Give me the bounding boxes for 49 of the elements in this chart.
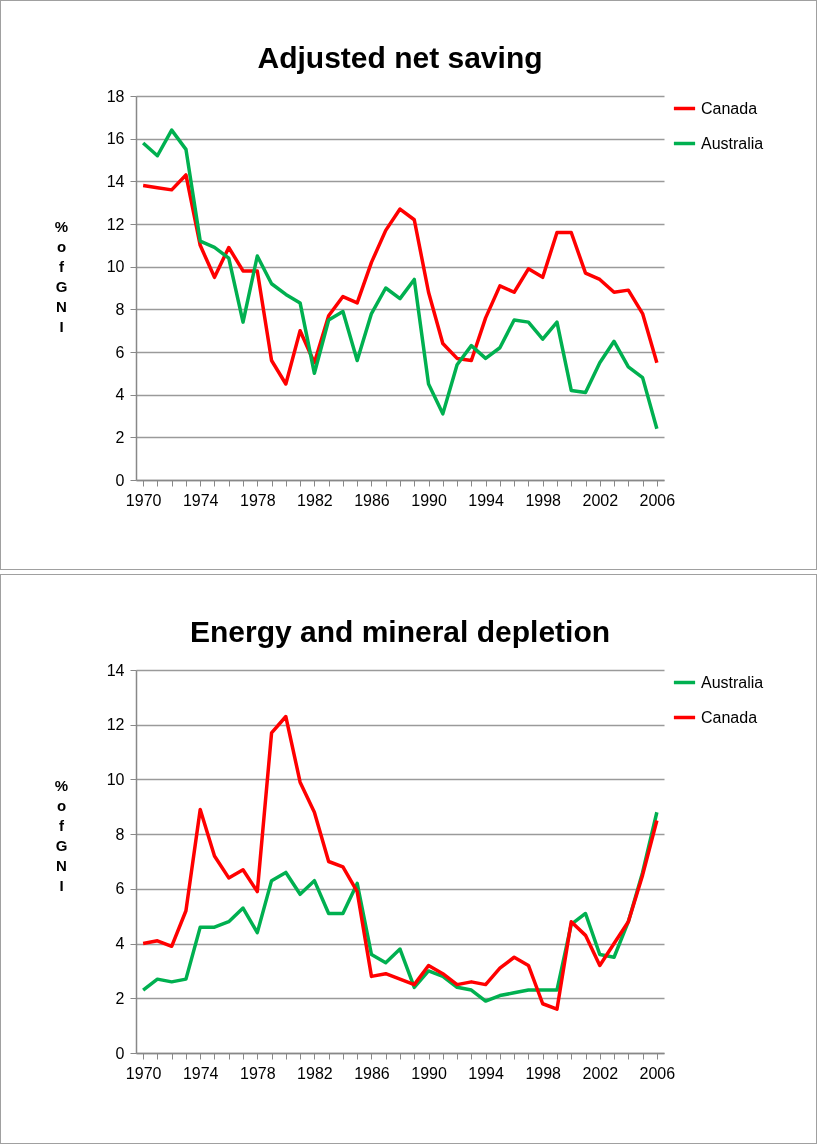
x-tick-label: 1978 — [240, 1064, 276, 1082]
y-tick-label: 6 — [115, 343, 125, 361]
y-tick-label: 12 — [106, 215, 125, 233]
x-tick-label: 1990 — [411, 491, 447, 509]
y-tick-label: 10 — [106, 770, 125, 788]
x-tick-label: 1986 — [354, 1064, 390, 1082]
x-tick-label: 1970 — [125, 1064, 162, 1082]
x-tick-label: 1982 — [297, 1064, 333, 1082]
y-tick-label: 16 — [106, 130, 125, 148]
x-tick-label: 1994 — [468, 491, 505, 509]
x-tick-label: 1982 — [297, 491, 333, 509]
line-series — [141, 128, 659, 431]
y-tick-label: 2 — [115, 989, 125, 1007]
x-tick-label: 1974 — [182, 1064, 219, 1082]
x-tick-label: 1990 — [411, 1064, 447, 1082]
x-tick-label: 1998 — [525, 1064, 562, 1082]
y-tick-label: 14 — [106, 172, 125, 190]
x-tick-label: 1974 — [182, 491, 219, 509]
chart-title: Adjusted net saving — [257, 41, 543, 74]
x-tick-label: 1978 — [240, 491, 276, 509]
x-tick-label: 2002 — [582, 491, 619, 509]
y-tick-label: 8 — [115, 300, 125, 318]
x-tick-label: 1998 — [525, 491, 562, 509]
x-tick-label: 2002 — [582, 1064, 619, 1082]
chart-title: Energy and mineral depletion — [189, 615, 611, 648]
line-series — [141, 173, 659, 386]
y-tick-label: 4 — [115, 386, 125, 404]
y-tick-label: 0 — [115, 1044, 125, 1062]
y-axis-title: % of GNI — [54, 217, 69, 335]
legend-label: Australia — [701, 673, 764, 691]
x-tick-label: 2006 — [639, 1064, 676, 1082]
y-tick-label: 4 — [115, 935, 125, 953]
y-tick-label: 12 — [106, 716, 125, 734]
legend-label: Australia — [701, 134, 764, 152]
x-tick-label: 1970 — [125, 491, 162, 509]
y-tick-label: 14 — [106, 661, 125, 679]
y-tick-label: 10 — [106, 258, 125, 276]
y-axis-title: % of GNI — [54, 776, 69, 894]
y-tick-label: 8 — [115, 825, 125, 843]
line-series — [141, 714, 659, 1011]
x-tick-label: 1986 — [354, 491, 390, 509]
y-tick-label: 2 — [115, 428, 125, 446]
y-tick-label: 18 — [106, 87, 125, 105]
legend-label: Canada — [701, 99, 758, 117]
x-tick-label: 1994 — [468, 1064, 505, 1082]
y-tick-label: 0 — [115, 471, 125, 489]
x-tick-label: 2006 — [639, 491, 676, 509]
legend-label: Canada — [701, 708, 758, 726]
y-tick-label: 6 — [115, 880, 125, 898]
